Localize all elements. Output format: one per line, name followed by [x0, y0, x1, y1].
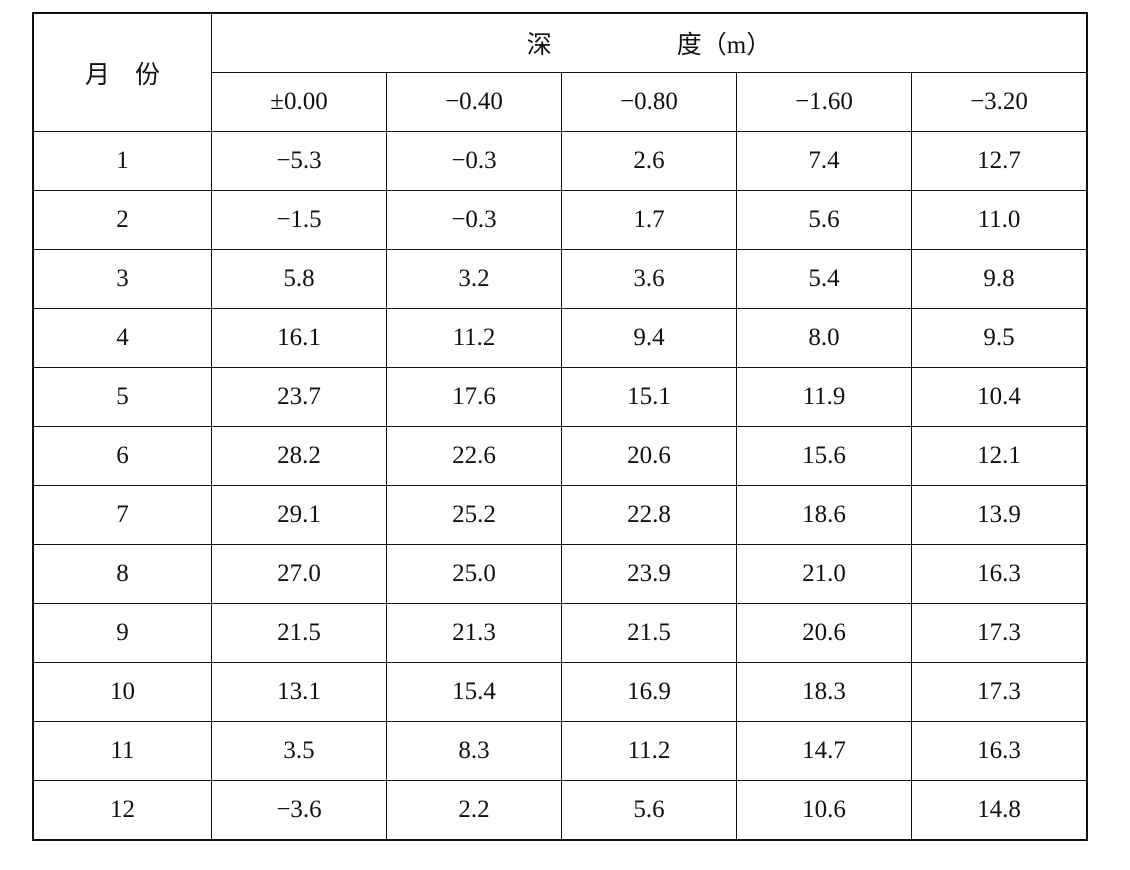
- table-row: 3 5.8 3.2 3.6 5.4 9.8: [32, 249, 1088, 309]
- value-cell: 25.2: [386, 485, 562, 545]
- value-cell: 16.9: [561, 662, 737, 722]
- table-row: 1 −5.3 −0.3 2.6 7.4 12.7: [32, 131, 1088, 191]
- value-cell: 15.4: [386, 662, 562, 722]
- table-row: 5 23.7 17.6 15.1 11.9 10.4: [32, 367, 1088, 427]
- depth-header: 深 度（m）: [211, 12, 1088, 73]
- data-table: 月 份 深 度（m） ±0.00 −0.40 −0.80 −1.60 −3.20 1 −5…: [32, 12, 1088, 841]
- value-cell: 3.2: [386, 249, 562, 309]
- value-cell: 23.7: [211, 367, 387, 427]
- value-cell: −3.6: [211, 780, 387, 841]
- value-cell: 22.6: [386, 426, 562, 486]
- table-row: 7 29.1 25.2 22.8 18.6 13.9: [32, 485, 1088, 545]
- value-cell: 2.2: [386, 780, 562, 841]
- value-cell: 14.7: [736, 721, 912, 781]
- value-cell: 21.3: [386, 603, 562, 663]
- value-cell: 18.6: [736, 485, 912, 545]
- month-cell: 9: [32, 603, 212, 663]
- value-cell: 16.3: [911, 544, 1088, 604]
- value-cell: 23.9: [561, 544, 737, 604]
- value-cell: 9.8: [911, 249, 1088, 309]
- value-cell: 21.5: [211, 603, 387, 663]
- month-cell: 7: [32, 485, 212, 545]
- value-cell: 13.1: [211, 662, 387, 722]
- table-row: 9 21.5 21.3 21.5 20.6 17.3: [32, 603, 1088, 663]
- depth-column-header: −3.20: [911, 72, 1088, 132]
- value-cell: 21.5: [561, 603, 737, 663]
- value-cell: 12.7: [911, 131, 1088, 191]
- value-cell: 28.2: [211, 426, 387, 486]
- value-cell: 2.6: [561, 131, 737, 191]
- value-cell: 5.6: [736, 190, 912, 250]
- value-cell: 11.2: [561, 721, 737, 781]
- month-cell: 6: [32, 426, 212, 486]
- value-cell: 11.2: [386, 308, 562, 368]
- value-cell: 5.8: [211, 249, 387, 309]
- value-cell: −0.3: [386, 131, 562, 191]
- value-cell: 15.6: [736, 426, 912, 486]
- value-cell: 9.4: [561, 308, 737, 368]
- value-cell: 17.3: [911, 603, 1088, 663]
- value-cell: 22.8: [561, 485, 737, 545]
- month-cell: 5: [32, 367, 212, 427]
- value-cell: 21.0: [736, 544, 912, 604]
- month-cell: 3: [32, 249, 212, 309]
- value-cell: 10.4: [911, 367, 1088, 427]
- value-cell: 17.6: [386, 367, 562, 427]
- value-cell: 29.1: [211, 485, 387, 545]
- value-cell: 15.1: [561, 367, 737, 427]
- value-cell: 18.3: [736, 662, 912, 722]
- value-cell: 5.4: [736, 249, 912, 309]
- value-cell: −0.3: [386, 190, 562, 250]
- value-cell: 12.1: [911, 426, 1088, 486]
- value-cell: 13.9: [911, 485, 1088, 545]
- value-cell: 3.5: [211, 721, 387, 781]
- value-cell: 27.0: [211, 544, 387, 604]
- table-row: 8 27.0 25.0 23.9 21.0 16.3: [32, 544, 1088, 604]
- value-cell: −1.5: [211, 190, 387, 250]
- depth-column-header: ±0.00: [211, 72, 387, 132]
- value-cell: 3.6: [561, 249, 737, 309]
- value-cell: 9.5: [911, 308, 1088, 368]
- month-cell: 11: [32, 721, 212, 781]
- value-cell: −5.3: [211, 131, 387, 191]
- value-cell: 20.6: [736, 603, 912, 663]
- value-cell: 16.1: [211, 308, 387, 368]
- table-row: 12 −3.6 2.2 5.6 10.6 14.8: [32, 780, 1088, 841]
- value-cell: 7.4: [736, 131, 912, 191]
- value-cell: 5.6: [561, 780, 737, 841]
- table-row: 6 28.2 22.6 20.6 15.6 12.1: [32, 426, 1088, 486]
- value-cell: 11.0: [911, 190, 1088, 250]
- table-row: 2 −1.5 −0.3 1.7 5.6 11.0: [32, 190, 1088, 250]
- value-cell: 8.0: [736, 308, 912, 368]
- depth-column-header: −0.40: [386, 72, 562, 132]
- value-cell: 10.6: [736, 780, 912, 841]
- month-cell: 12: [32, 780, 212, 841]
- month-header: 月 份: [32, 12, 212, 132]
- month-cell: 4: [32, 308, 212, 368]
- month-cell: 10: [32, 662, 212, 722]
- depth-column-header: −0.80: [561, 72, 737, 132]
- depth-column-header: −1.60: [736, 72, 912, 132]
- header-row: 月 份 深 度（m）: [32, 12, 1088, 132]
- table-row: 10 13.1 15.4 16.9 18.3 17.3: [32, 662, 1088, 722]
- value-cell: 25.0: [386, 544, 562, 604]
- month-cell: 2: [32, 190, 212, 250]
- table-row: 4 16.1 11.2 9.4 8.0 9.5: [32, 308, 1088, 368]
- value-cell: 8.3: [386, 721, 562, 781]
- value-cell: 1.7: [561, 190, 737, 250]
- value-cell: 16.3: [911, 721, 1088, 781]
- month-cell: 8: [32, 544, 212, 604]
- value-cell: 20.6: [561, 426, 737, 486]
- month-cell: 1: [32, 131, 212, 191]
- table-body: 1 −5.3 −0.3 2.6 7.4 12.7 2 −1.5 −0.3 1.7 5.6 11.0 3 5…: [32, 131, 1088, 841]
- table-row: 11 3.5 8.3 11.2 14.7 16.3: [32, 721, 1088, 781]
- value-cell: 11.9: [736, 367, 912, 427]
- value-cell: 14.8: [911, 780, 1088, 841]
- value-cell: 17.3: [911, 662, 1088, 722]
